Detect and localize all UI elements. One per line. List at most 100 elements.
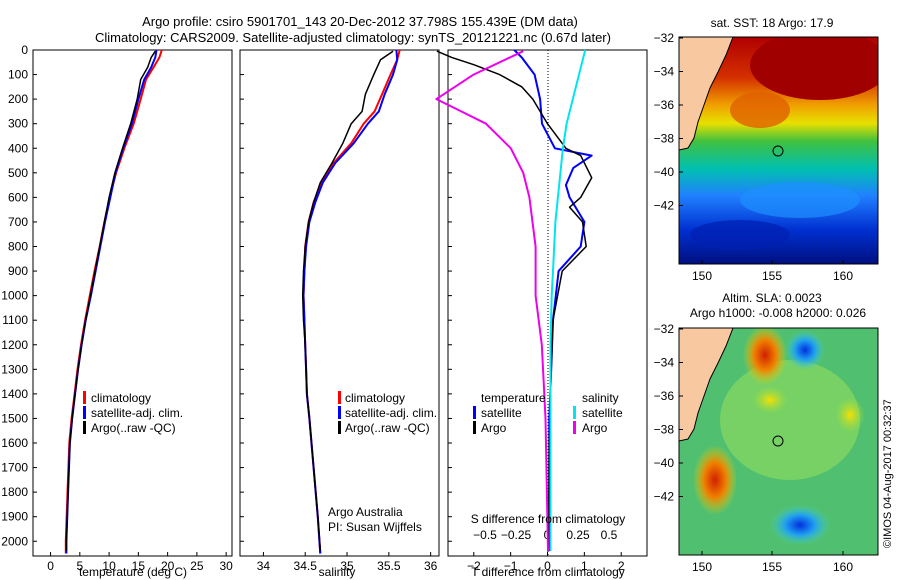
lat-tick-label: −42 <box>654 199 675 213</box>
legend-swatch-climatology <box>83 391 86 404</box>
depth-axis: 0 100 200 300 400 500 600 700 800 900 1000 1100 1200… <box>1 43 452 548</box>
difference-legend: temperature satellite Argo salinity sate… <box>473 391 623 435</box>
sst-argo-location <box>772 145 784 157</box>
lat-tick-label: −32 <box>654 322 675 336</box>
salinity-tick-label: 34.5 <box>294 559 318 573</box>
sla-map-title2: Argo h1000: -0.008 h2000: 0.026 <box>690 306 866 320</box>
depth-tick-label: 1900 <box>1 510 28 524</box>
lat-tick-label: −40 <box>654 456 675 470</box>
depth-tick-label: 2000 <box>1 534 28 548</box>
sla-map-title1: Altim. SLA: 0.0023 <box>722 291 822 305</box>
legend-swatch-satellite <box>338 406 341 419</box>
lat-tick-label: −32 <box>654 31 675 45</box>
salinity-x-ticks: 34 34.5 35 35.5 36 <box>257 552 438 573</box>
sst-land <box>679 37 734 151</box>
series-line-salinity-satellite <box>549 49 587 552</box>
legend-label-argo: Argo(..raw -QC) <box>91 421 176 435</box>
legend-title-salinity: salinity <box>582 391 619 405</box>
series-line-temperature-argo <box>436 50 593 552</box>
salinity-difference-tick-label: 0.5 <box>601 528 618 542</box>
lat-tick-label: −36 <box>654 389 675 403</box>
salinity-panel <box>239 49 440 557</box>
difference-tick-label: −1 <box>504 559 518 573</box>
temperature-tick-label: 0 <box>47 559 54 573</box>
depth-tick-label: 300 <box>8 117 28 131</box>
credit-line2: PI: Susan Wijffels <box>328 520 422 534</box>
depth-tick-label: 1100 <box>2 313 28 327</box>
temperature-legend: climatology satellite-adj. clim. Argo(..… <box>83 391 183 435</box>
sla-low-south <box>770 505 830 545</box>
series-line-argo-raw-qc- <box>301 50 394 552</box>
depth-tick-label: 700 <box>8 215 28 229</box>
sla-east-patch <box>835 397 865 433</box>
temperature-lines <box>64 49 163 554</box>
difference-tick-label: 1 <box>581 559 588 573</box>
legend-label-s-argo: Argo <box>582 421 608 435</box>
sla-mid-patch <box>752 386 788 414</box>
sla-low-north <box>785 330 825 370</box>
legend-swatch-satellite <box>83 406 86 419</box>
depth-tick-label: 500 <box>8 166 28 180</box>
difference-tick-label: −2 <box>467 559 481 573</box>
lon-tick-label: 150 <box>692 560 712 574</box>
lat-tick-label: −42 <box>654 490 675 504</box>
legend-swatch-s-satellite <box>573 406 576 419</box>
temperature-tick-label: 10 <box>102 559 116 573</box>
sst-warm-core <box>750 37 878 100</box>
sla-patch-light <box>720 360 860 480</box>
lon-tick-label: 155 <box>762 560 782 574</box>
series-line-argo-raw-qc- <box>65 50 156 552</box>
header-line1: Argo profile: csiro 5901701_143 20-Dec-2… <box>142 14 578 29</box>
header-line2: Climatology: CARS2009. Satellite-adjuste… <box>95 30 611 45</box>
sla-map-ticks: −32 −34 −36 −38 −40 −42 150 155 160 <box>654 322 854 574</box>
legend-label-satellite: satellite-adj. clim. <box>345 406 437 420</box>
temperature-x-ticks: 0 5 10 15 20 25 30 <box>47 552 233 573</box>
depth-tick-label: 600 <box>8 190 28 204</box>
depth-tick-label: 0 <box>21 43 28 57</box>
imos-stamp: ©IMOS 04-Aug-2017 00:32:37 <box>882 399 894 548</box>
temperature-tick-label: 30 <box>219 559 233 573</box>
lon-tick-label: 160 <box>833 560 853 574</box>
legend-swatch-t-satellite <box>473 406 476 419</box>
difference-xlabel: T difference from climatology <box>471 565 625 579</box>
temperature-tick-label: 20 <box>161 559 175 573</box>
sst-warm-tongue <box>730 92 790 128</box>
legend-label-t-satellite: satellite <box>481 406 522 420</box>
series-line-temperature-satellite <box>513 49 593 552</box>
series-line-salinity-argo <box>435 50 549 552</box>
lat-tick-label: −40 <box>654 165 675 179</box>
salinity-tick-label: 35 <box>340 559 354 573</box>
credit-line1: Argo Australia <box>328 505 403 519</box>
sla-land <box>679 328 734 442</box>
series-line-climatology <box>302 49 401 554</box>
sst-map-ticks: −32 −34 −36 −38 −40 −42 150 155 160 <box>654 31 854 283</box>
depth-tick-label: 1300 <box>1 362 28 376</box>
lat-tick-label: −38 <box>654 132 675 146</box>
lat-tick-label: −34 <box>654 65 675 79</box>
depth-tick-label: 1500 <box>1 411 28 425</box>
depth-tick-label: 200 <box>8 92 28 106</box>
difference-tick-label: 0 <box>544 559 551 573</box>
legend-title-temperature: temperature <box>481 391 546 405</box>
salinity-tick-label: 36 <box>424 559 438 573</box>
difference-lines <box>435 49 593 552</box>
salinity-tick-label: 35.5 <box>377 559 401 573</box>
depth-tick-label: 400 <box>8 141 28 155</box>
depth-tick-label: 100 <box>8 68 28 82</box>
depth-tick-label: 1200 <box>1 338 28 352</box>
sla-map-frame <box>678 327 879 556</box>
temperature-panel <box>32 49 233 557</box>
difference-xlabel-top: S difference from climatology <box>471 512 626 526</box>
sla-argo-location <box>772 435 784 447</box>
difference-tick-label: 2 <box>618 559 625 573</box>
legend-label-climatology: climatology <box>91 391 151 405</box>
lat-tick-label: −36 <box>654 98 675 112</box>
depth-tick-label: 1400 <box>1 387 28 401</box>
legend-label-argo: Argo(..raw -QC) <box>345 421 430 435</box>
sst-map-frame <box>678 36 879 265</box>
lat-tick-label: −34 <box>654 356 675 370</box>
salinity-difference-tick-label: 0.25 <box>566 528 590 542</box>
lon-tick-label: 160 <box>833 269 853 283</box>
sla-map <box>679 328 878 555</box>
salinity-lines <box>301 49 401 554</box>
